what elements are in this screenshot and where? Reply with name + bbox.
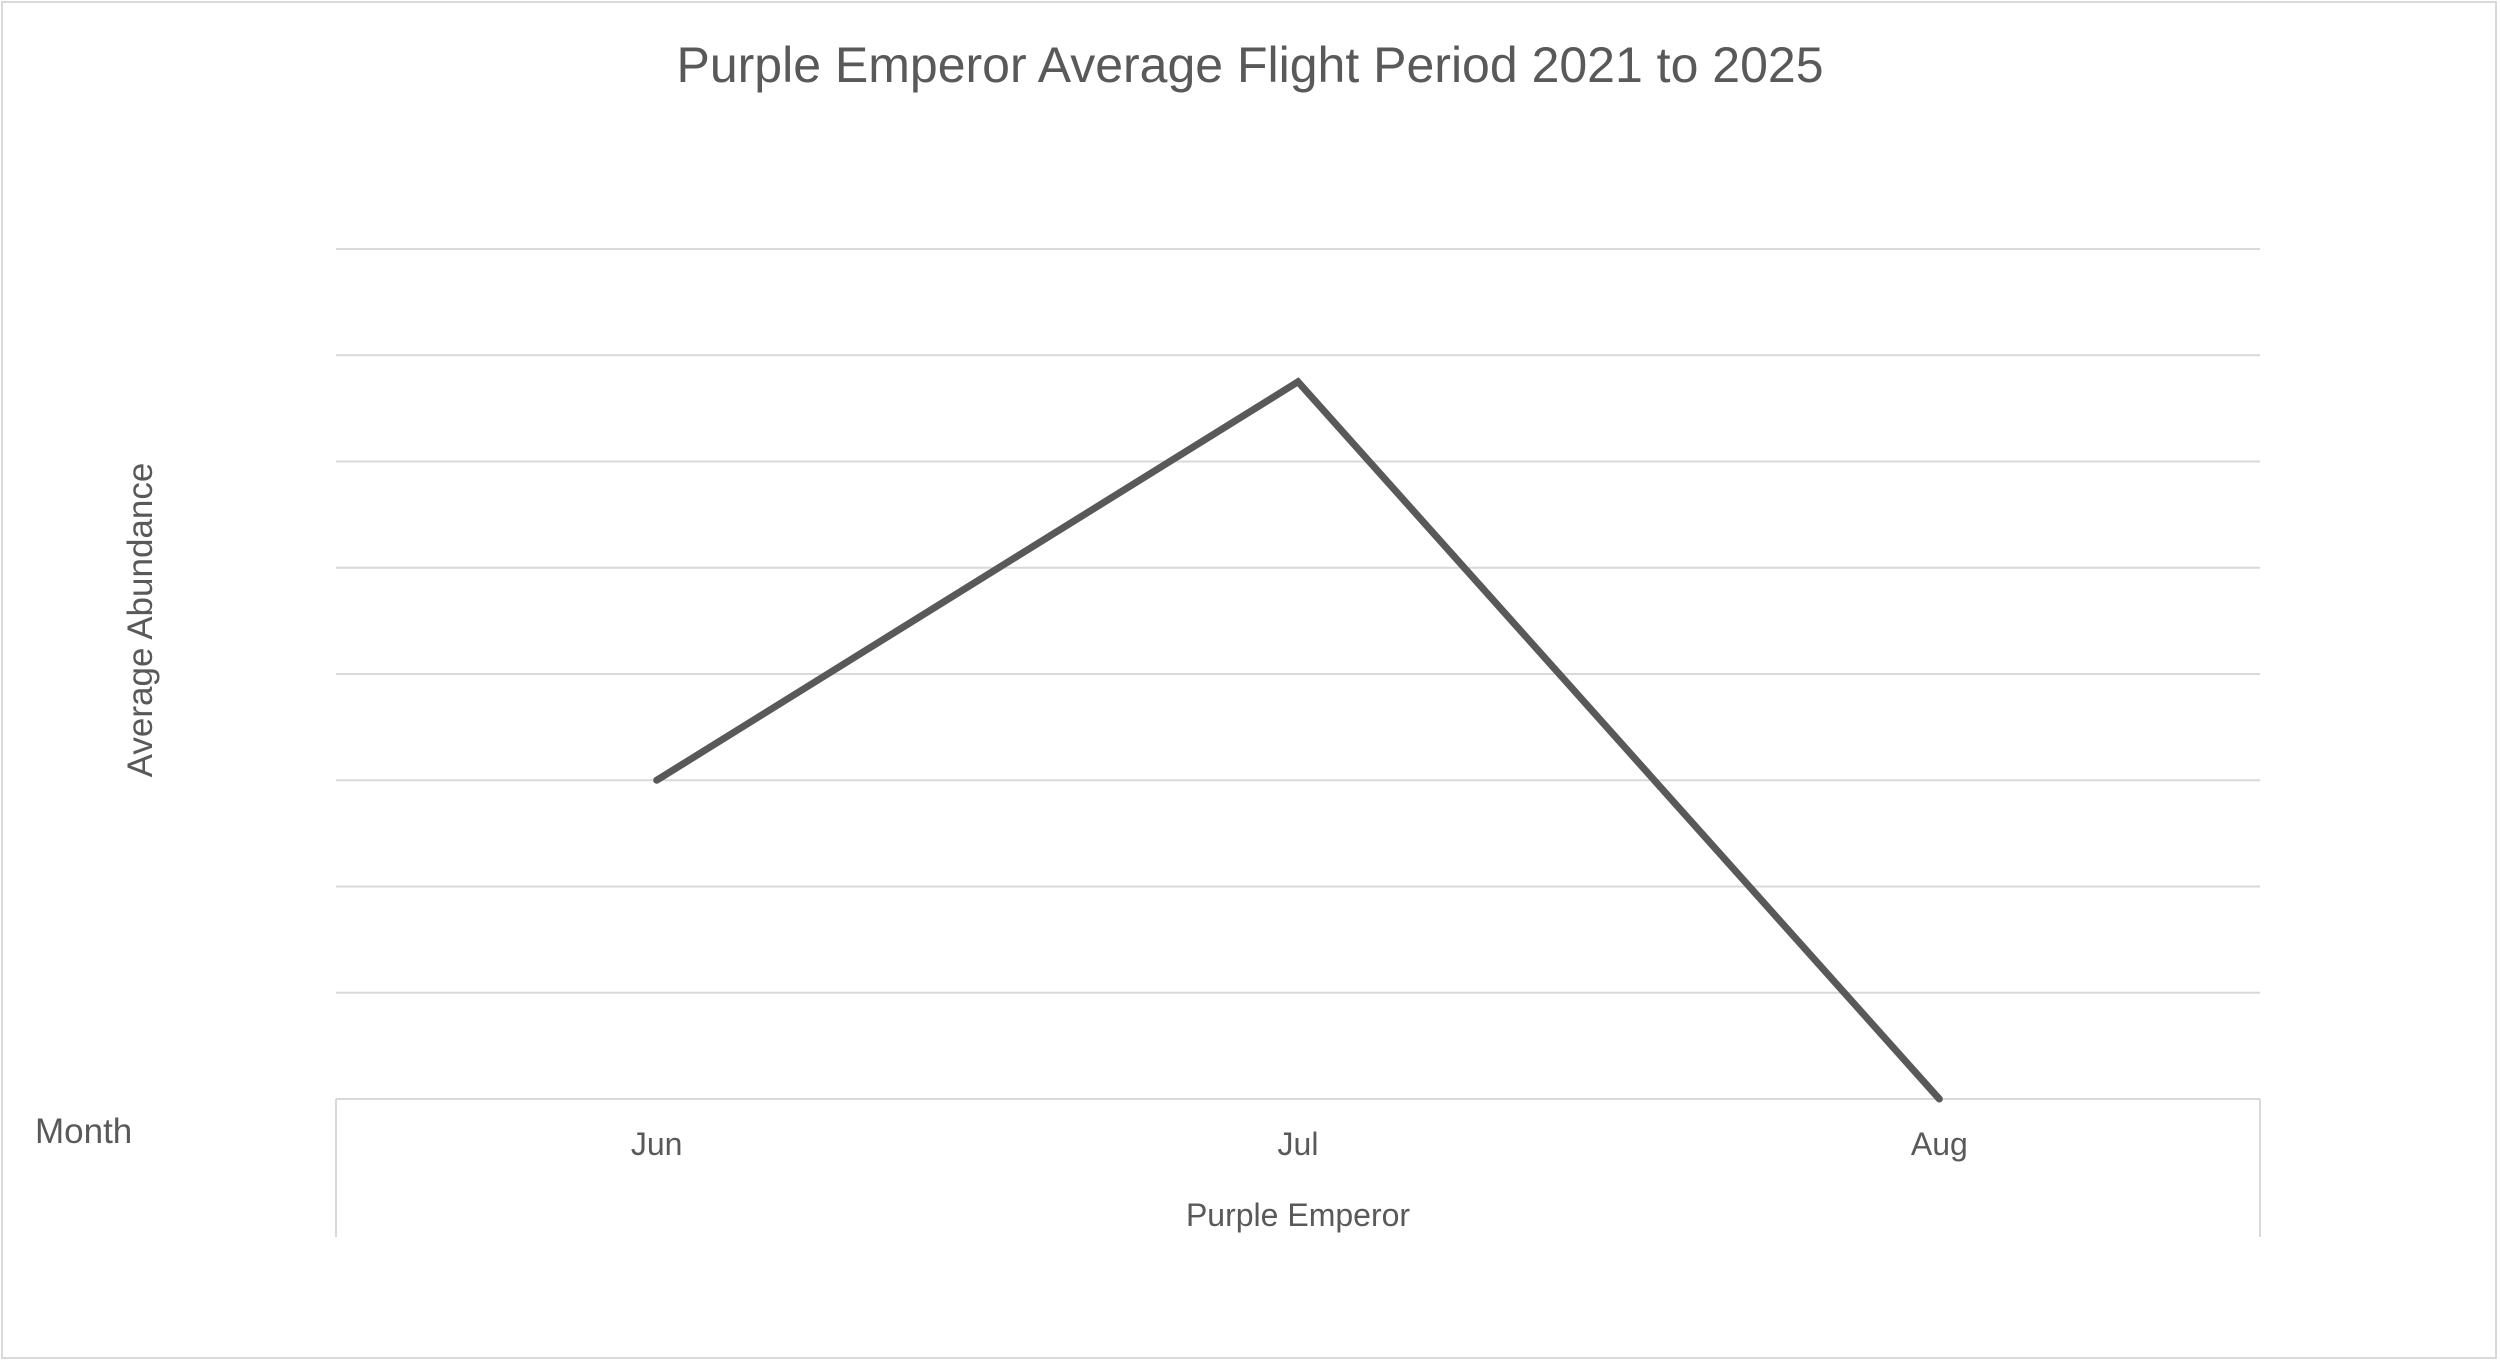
x-tick-labels: Jun Jul Aug	[631, 1126, 1968, 1162]
category-group-label: Purple Emperor	[1186, 1197, 1410, 1233]
chart-title: Purple Emperor Average Flight Period 202…	[676, 37, 1823, 93]
x-tick-label-aug: Aug	[1911, 1126, 1968, 1162]
gridlines	[336, 248, 2260, 994]
series-line-1	[653, 377, 1943, 1103]
y-axis-title: Average Abundance	[121, 463, 160, 778]
x-tick-label-jul: Jul	[1278, 1126, 1319, 1162]
series-layer	[653, 377, 1943, 1103]
x-tick-label-jun: Jun	[631, 1126, 683, 1162]
x-axis-title: Month	[35, 1112, 132, 1151]
